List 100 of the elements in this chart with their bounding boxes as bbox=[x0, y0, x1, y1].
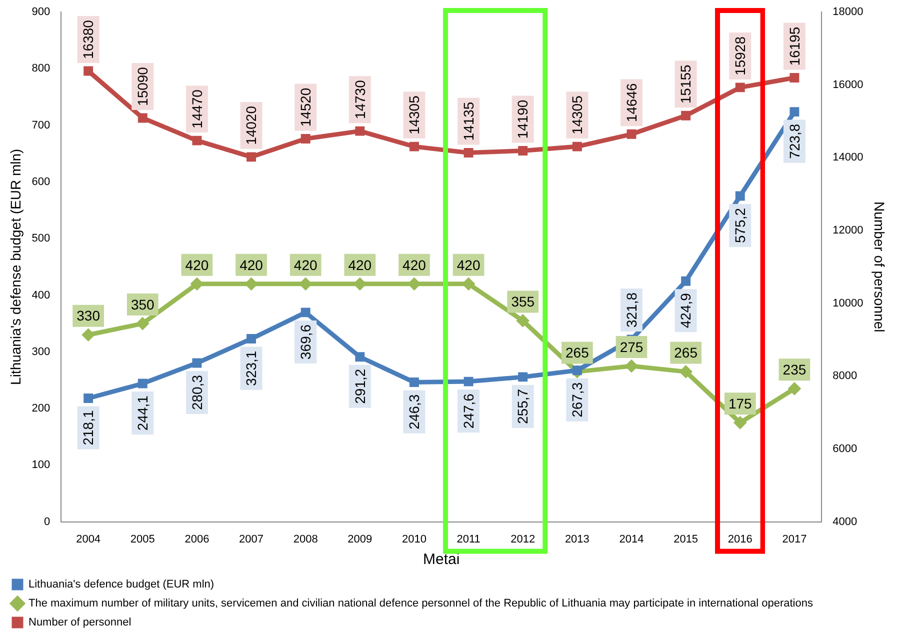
x-tick-label: 2014 bbox=[619, 533, 644, 546]
point bbox=[246, 152, 256, 162]
point bbox=[410, 378, 419, 388]
point bbox=[84, 66, 94, 76]
data-label: 265 bbox=[566, 344, 590, 361]
point bbox=[191, 278, 203, 290]
point bbox=[681, 276, 691, 286]
point bbox=[626, 129, 636, 139]
x-tick-label: 2008 bbox=[293, 533, 318, 546]
point bbox=[138, 113, 148, 123]
y-axis-title: Lithuania's defense budget (EUR mln) bbox=[7, 148, 24, 385]
point bbox=[680, 366, 692, 378]
data-label: 218,1 bbox=[80, 410, 96, 446]
data-label: 291,2 bbox=[352, 368, 368, 404]
data-label: 420 bbox=[294, 256, 318, 273]
point bbox=[464, 376, 474, 386]
y2-tick-label: 10000 bbox=[832, 297, 864, 310]
data-label: 280,3 bbox=[188, 374, 205, 410]
y-tick-label: 200 bbox=[32, 402, 50, 415]
point bbox=[734, 416, 746, 428]
data-label: 14020 bbox=[243, 106, 260, 145]
point bbox=[464, 148, 474, 158]
x-tick-label: 2017 bbox=[782, 533, 807, 546]
y2-tick-label: 12000 bbox=[832, 224, 864, 237]
y-tick-label: 400 bbox=[32, 289, 50, 302]
data-label: 255,7 bbox=[514, 388, 531, 424]
point bbox=[354, 278, 366, 290]
point bbox=[355, 126, 365, 136]
y-tick-label: 500 bbox=[32, 232, 50, 245]
x-tick-label: 2004 bbox=[76, 533, 101, 546]
data-label: 723,8 bbox=[786, 124, 802, 159]
point bbox=[300, 278, 312, 290]
data-label: 424,9 bbox=[678, 292, 694, 328]
x-tick-label: 2011 bbox=[456, 533, 480, 546]
y2-tick-label: 18000 bbox=[832, 6, 864, 18]
point bbox=[572, 142, 582, 152]
y-tick-label: 800 bbox=[32, 62, 50, 75]
point bbox=[790, 73, 800, 82]
point bbox=[626, 360, 638, 372]
data-label: 275 bbox=[620, 338, 644, 355]
data-label: 246,3 bbox=[406, 394, 422, 430]
point bbox=[300, 308, 310, 318]
data-label: 420 bbox=[185, 256, 209, 273]
x-tick-label: 2009 bbox=[348, 533, 372, 546]
data-label: 14520 bbox=[297, 88, 314, 127]
point bbox=[192, 136, 202, 146]
data-label: 16195 bbox=[786, 26, 802, 66]
y2-tick-label: 8000 bbox=[832, 370, 858, 382]
data-label: 267,3 bbox=[569, 382, 586, 418]
data-label: 350 bbox=[130, 296, 155, 312]
data-label: 575,2 bbox=[732, 208, 748, 244]
x-tick-label: 2010 bbox=[402, 533, 426, 546]
legend-label: Number of personnel bbox=[28, 616, 132, 629]
point bbox=[355, 352, 365, 362]
point bbox=[462, 278, 474, 290]
point bbox=[790, 107, 800, 117]
data-label: 265 bbox=[674, 344, 698, 361]
y2-axis-title: Number of personnel bbox=[872, 202, 888, 332]
x-tick-label: 2016 bbox=[728, 533, 752, 546]
point bbox=[192, 358, 202, 368]
data-label: 16380 bbox=[80, 20, 96, 59]
y2-tick-label: 16000 bbox=[832, 78, 864, 91]
legend-label: The maximum number of military units, servicemen and civilian national defence personnel of the Republic of Lithuania may participate in international operations bbox=[28, 598, 814, 610]
x-tick-label: 2006 bbox=[184, 533, 210, 546]
data-label: 420 bbox=[240, 256, 264, 273]
point bbox=[300, 134, 310, 144]
data-label: 14730 bbox=[352, 80, 368, 120]
x-tick-label: 2012 bbox=[510, 533, 536, 546]
data-label: 420 bbox=[348, 256, 372, 273]
data-label: 244,1 bbox=[134, 395, 150, 431]
data-label: 235 bbox=[782, 362, 806, 378]
x-tick-label: 2015 bbox=[674, 533, 698, 546]
x-tick-label: 2005 bbox=[130, 533, 155, 546]
y-tick-label: 700 bbox=[32, 119, 50, 132]
point bbox=[788, 382, 800, 394]
point bbox=[136, 318, 148, 330]
point bbox=[517, 314, 529, 326]
x-tick-label: 2013 bbox=[564, 533, 590, 546]
point bbox=[410, 142, 419, 152]
y2-tick-label: 6000 bbox=[832, 443, 858, 456]
y-tick-label: 900 bbox=[32, 6, 50, 18]
data-label: 330 bbox=[76, 308, 100, 324]
data-label: 247,6 bbox=[460, 393, 476, 429]
point bbox=[246, 278, 258, 290]
data-label: 369,6 bbox=[297, 324, 314, 360]
data-label: 420 bbox=[402, 256, 426, 273]
data-label: 15090 bbox=[134, 66, 150, 106]
point bbox=[84, 394, 94, 403]
data-label: 323,1 bbox=[243, 350, 260, 386]
point bbox=[408, 278, 420, 290]
point bbox=[82, 329, 94, 341]
data-label: 14470 bbox=[188, 89, 205, 129]
point bbox=[518, 372, 528, 382]
y-tick-label: 0 bbox=[44, 516, 50, 528]
point bbox=[735, 191, 745, 201]
data-label: 321,8 bbox=[623, 292, 640, 328]
point bbox=[735, 82, 745, 92]
point bbox=[518, 146, 528, 156]
legend-label: Lithuania's defence budget (EUR mln) bbox=[28, 578, 214, 591]
point bbox=[246, 334, 256, 344]
